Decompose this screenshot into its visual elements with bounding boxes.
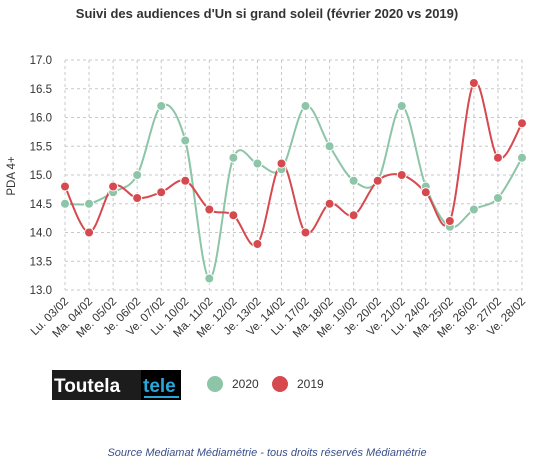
data-point-2019[interactable] bbox=[300, 227, 311, 238]
data-point-2020[interactable] bbox=[132, 170, 143, 180]
data-point-2020[interactable] bbox=[348, 175, 359, 186]
toutelatele-logo: Toutela tele bbox=[52, 370, 181, 400]
y-tick-label: 14.0 bbox=[30, 228, 52, 240]
data-point-2020[interactable] bbox=[156, 101, 167, 111]
data-point-2019[interactable] bbox=[60, 181, 70, 192]
y-tick-label: 15.0 bbox=[30, 170, 52, 182]
data-point-2019[interactable] bbox=[132, 193, 143, 203]
data-point-2020[interactable] bbox=[228, 152, 239, 163]
data-point-2020[interactable] bbox=[492, 193, 503, 203]
data-point-2020[interactable] bbox=[180, 135, 191, 146]
data-point-2020[interactable] bbox=[84, 198, 95, 209]
data-point-2020[interactable] bbox=[396, 101, 407, 111]
data-point-2019[interactable] bbox=[348, 210, 359, 221]
data-point-2019[interactable] bbox=[372, 175, 383, 186]
data-point-2019[interactable] bbox=[468, 78, 479, 88]
data-point-2019[interactable] bbox=[156, 187, 167, 198]
data-point-2020[interactable] bbox=[300, 101, 311, 111]
logo-text-tele: tele bbox=[143, 376, 176, 397]
legend-marker-2019 bbox=[272, 376, 288, 392]
data-point-2019[interactable] bbox=[420, 187, 431, 198]
source-note: Source Mediamat Médiamétrie - tous droit… bbox=[107, 447, 426, 459]
y-axis-label: PDA 4+ bbox=[6, 156, 18, 196]
data-point-2020[interactable] bbox=[517, 152, 527, 163]
logo-underline bbox=[144, 396, 179, 398]
data-point-2019[interactable] bbox=[276, 158, 287, 169]
logo-tele-background bbox=[141, 370, 181, 400]
y-tick-label: 13.5 bbox=[30, 256, 52, 268]
data-point-2019[interactable] bbox=[84, 227, 95, 238]
series-layer bbox=[60, 78, 527, 284]
data-point-2020[interactable] bbox=[252, 158, 263, 169]
data-point-2019[interactable] bbox=[204, 204, 215, 215]
logo-text-toutela: Toutela bbox=[54, 376, 121, 397]
legend-item-2019[interactable]: 2019 bbox=[272, 376, 324, 392]
y-axis-ticks: 13.0 13.5 14.0 14.5 15.0 15.5 16.0 16.5 17.0 bbox=[30, 55, 52, 297]
chart-grid bbox=[64, 59, 523, 291]
data-point-2019[interactable] bbox=[108, 181, 119, 192]
data-point-2019[interactable] bbox=[492, 152, 503, 163]
data-point-2019[interactable] bbox=[517, 118, 527, 129]
y-tick-label: 13.0 bbox=[30, 285, 52, 297]
data-point-2019[interactable] bbox=[396, 170, 407, 180]
data-point-2019[interactable] bbox=[324, 198, 335, 209]
chart-title: Suivi des audiences d'Un si grand soleil… bbox=[76, 6, 458, 21]
data-point-2019[interactable] bbox=[444, 216, 455, 226]
data-point-2020[interactable] bbox=[324, 141, 335, 152]
data-point-2019[interactable] bbox=[252, 239, 263, 249]
y-tick-label: 15.5 bbox=[30, 141, 52, 153]
series-line-2019 bbox=[64, 81, 523, 247]
legend-marker-2020 bbox=[207, 376, 223, 392]
y-tick-label: 14.5 bbox=[30, 199, 52, 211]
legend-item-2020[interactable]: 2020 bbox=[207, 376, 259, 392]
chart-legend: 2020 2019 bbox=[207, 376, 324, 392]
data-point-2020[interactable] bbox=[60, 198, 70, 209]
y-tick-label: 16.5 bbox=[30, 84, 52, 96]
data-point-2019[interactable] bbox=[228, 210, 239, 221]
legend-label-2020: 2020 bbox=[232, 377, 259, 391]
data-point-2019[interactable] bbox=[180, 175, 191, 186]
data-point-2020[interactable] bbox=[204, 273, 215, 284]
y-tick-label: 16.0 bbox=[30, 113, 52, 125]
y-tick-label: 17.0 bbox=[30, 55, 52, 67]
data-point-2020[interactable] bbox=[468, 204, 479, 215]
legend-label-2019: 2019 bbox=[297, 377, 324, 391]
